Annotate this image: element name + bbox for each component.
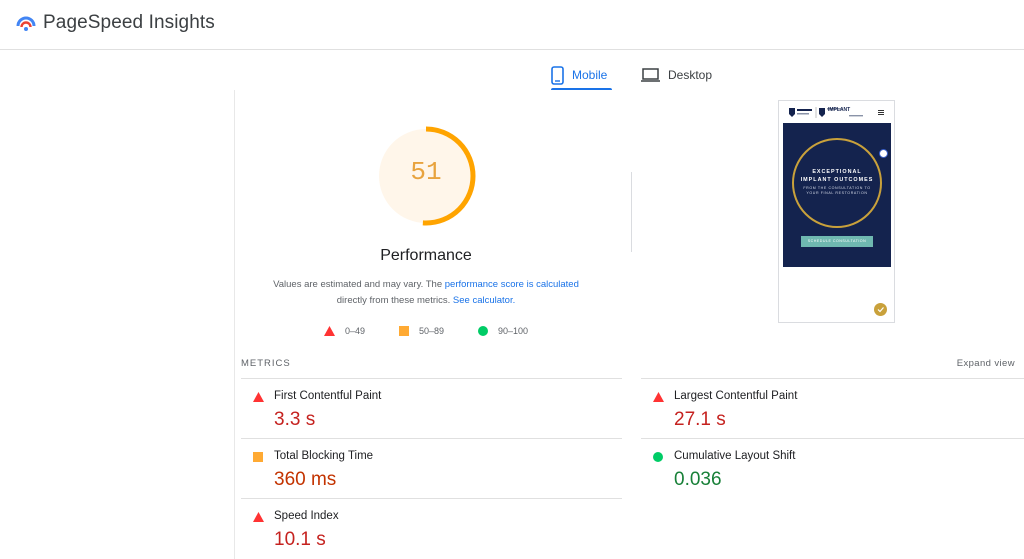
legend-average-label: 50–89 (419, 326, 445, 336)
pagespeed-logo-icon[interactable] (16, 14, 36, 34)
triangle-icon (253, 512, 264, 522)
metric-value: 3.3 s (274, 409, 316, 430)
metric-title: Total Blocking Time (274, 450, 374, 462)
metrics-heading: METRICS (241, 358, 291, 369)
circle-icon (478, 326, 488, 336)
app-title: PageSpeed Insights (43, 12, 215, 33)
square-icon (253, 452, 263, 462)
performance-title: Performance (380, 247, 472, 264)
check-icon (877, 307, 884, 313)
site-badge-icon (874, 303, 887, 316)
metric-first-contentful-paint: First Contentful Paint 3.3 s (241, 378, 622, 438)
performance-score-arc (376, 126, 476, 226)
legend-pass-label: 90–100 (498, 326, 529, 336)
triangle-icon (324, 326, 335, 336)
metric-title: Speed Index (274, 510, 339, 522)
see-calculator-link[interactable]: See calculator. (452, 295, 516, 306)
description-text-1: Values are estimated and may vary. The (273, 279, 445, 290)
circle-icon (653, 452, 663, 462)
expand-view-button[interactable]: Expand view (956, 358, 1015, 369)
site-nav-bar (789, 107, 884, 118)
hero-subheading-line1: FROM THE CONSULTATION TO (803, 186, 871, 190)
app-header: PageSpeed Insights (0, 0, 1024, 50)
metric-value: 0.036 (674, 469, 722, 490)
hero-subheading-line2: YOUR FINAL RESTORATION (806, 191, 868, 195)
performance-score-value: 51 (410, 157, 442, 187)
content-divider (234, 90, 235, 559)
metric-cumulative-layout-shift: Cumulative Layout Shift 0.036 (641, 438, 1024, 498)
legend-fail: 0–49 (324, 326, 365, 336)
score-calculated-link[interactable]: performance score is calculated (444, 279, 579, 290)
metric-largest-contentful-paint: Largest Contentful Paint 27.1 s (641, 378, 1024, 438)
tab-mobile-label: Mobile (572, 68, 608, 82)
legend-pass: 90–100 (478, 326, 528, 336)
tab-desktop-label: Desktop (668, 68, 713, 82)
performance-score-gauge (376, 126, 476, 226)
metric-value: 27.1 s (674, 409, 726, 430)
site-hero: EXCEPTIONAL IMPLANT OUTCOMES FROM THE CO… (783, 123, 891, 267)
schedule-consultation-button: SCHEDULE CONSULTATION (801, 236, 873, 247)
metric-speed-index: Speed Index 10.1 s (241, 498, 622, 558)
metric-title: First Contentful Paint (274, 390, 382, 402)
metric-title: Largest Contentful Paint (674, 390, 798, 402)
summary-divider (631, 172, 632, 252)
laptop-icon (641, 68, 660, 82)
hero-heading-line1: EXCEPTIONAL (812, 169, 862, 175)
legend-fail-label: 0–49 (345, 326, 366, 336)
square-icon (399, 326, 409, 336)
metric-title: Cumulative Layout Shift (674, 450, 796, 462)
metric-total-blocking-time: Total Blocking Time 360 ms (241, 438, 622, 498)
description-text-2: directly from these metrics. (336, 295, 453, 306)
tab-desktop[interactable]: Desktop (641, 60, 712, 90)
site-brand-name: IMPLANT (828, 107, 851, 113)
hero-ring (792, 138, 882, 228)
metric-value: 10.1 s (274, 529, 326, 550)
triangle-icon (253, 392, 264, 402)
triangle-icon (653, 392, 664, 402)
tab-mobile[interactable]: Mobile (551, 60, 612, 90)
hero-heading-line2: IMPLANT OUTCOMES (800, 177, 874, 183)
legend-average: 50–89 (399, 326, 444, 336)
final-screenshot-thumbnail: IMPLANT EXCEPTIONAL IMPLANT OUTCOMES FRO… (778, 100, 895, 323)
phone-icon (551, 65, 564, 85)
metric-value: 360 ms (274, 469, 337, 490)
performance-description: Values are estimated and may vary. The p… (256, 277, 596, 309)
accessibility-icon (879, 149, 888, 158)
